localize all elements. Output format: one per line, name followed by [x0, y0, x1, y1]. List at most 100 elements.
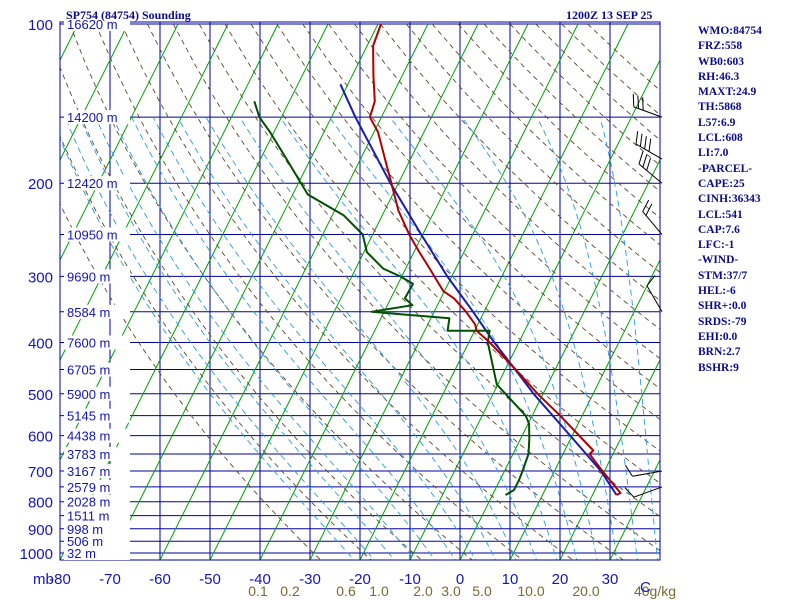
height-label-bg — [64, 408, 130, 423]
temperature-tick-label: 30 — [602, 571, 619, 588]
moist-adiabat-line — [328, 116, 578, 560]
isotherm-line — [559, 358, 660, 560]
dry-adiabat-line — [198, 23, 660, 517]
height-label: 998 m — [67, 522, 103, 537]
moist-adiabat-line — [239, 116, 537, 560]
height-label: 7600 m — [67, 335, 110, 350]
height-label-bg — [64, 521, 130, 536]
index-line: WB0:603 — [698, 55, 744, 68]
moist-adiabat-line — [112, 117, 436, 560]
height-label-bg — [64, 508, 130, 523]
mixing-ratio-label: 0.1 — [248, 583, 268, 599]
mixing-ratio-label: 2.0 — [413, 583, 433, 599]
moist-adiabat-line — [131, 116, 456, 560]
isotherm-line — [60, 23, 229, 362]
wind-barb-staff — [632, 470, 663, 477]
height-label: 2579 m — [67, 480, 110, 495]
temperature-tick-label: 10 — [502, 571, 519, 588]
wind-barb-flag — [642, 199, 650, 212]
temperature-tick-label: -80 — [49, 571, 71, 588]
wind-barb-flag — [624, 487, 635, 498]
moist-adiabat-line — [79, 117, 396, 560]
wind-barb-flag — [635, 131, 639, 145]
temperature-tick-label: -60 — [149, 571, 171, 588]
wind-barb-flag — [642, 154, 648, 168]
temperature-tick-label: -50 — [199, 571, 221, 588]
height-label-bg — [64, 17, 130, 31]
index-line: SRDS:-79 — [698, 315, 747, 328]
moist-adiabat-line — [536, 116, 638, 560]
dry-adiabat-line — [302, 23, 660, 390]
height-label-bg — [64, 546, 130, 560]
moist-adiabat-line — [95, 117, 416, 560]
wind-barb-staff — [633, 486, 663, 498]
height-label-bg — [64, 447, 130, 462]
mixing-ratio-label: 3.0 — [441, 583, 461, 599]
wind-barbs — [624, 93, 663, 498]
wind-barb — [642, 199, 663, 235]
mixing-ratio-label: 0.2 — [280, 583, 300, 599]
index-line: CAP:7.6 — [698, 223, 740, 236]
isotherm-line — [509, 258, 660, 560]
isotherm-line — [109, 23, 379, 560]
moist-adiabat-line — [177, 116, 497, 560]
dry-adiabat-line — [224, 23, 660, 484]
pressure-tick-label: 500 — [28, 387, 53, 404]
mixing-ratio-label: 40g/kg — [634, 583, 676, 599]
isotherm-line — [159, 23, 429, 560]
wind-barb — [638, 151, 663, 184]
pressure-unit-label: mb — [33, 571, 54, 588]
wind-barb-flag — [625, 465, 633, 477]
height-label-bg — [64, 335, 130, 350]
indices-panel: WMO:84754 FRZ:558 WB0:603 RH:46.3 MAXT:24.9 T… — [698, 24, 798, 376]
isotherm-line — [60, 23, 279, 462]
moist-adiabat-line — [279, 116, 558, 560]
moist-adiabat-line — [461, 116, 618, 560]
isotherm-line — [309, 23, 579, 560]
height-label: 32 m — [67, 546, 96, 561]
sounding-timestamp: 1200Z 13 SEP 25 — [566, 8, 653, 22]
wind-barb — [632, 93, 663, 118]
temperature-tick-label: -20 — [349, 571, 371, 588]
height-label-bg — [64, 494, 130, 509]
height-label-bg — [64, 479, 130, 494]
height-label: 9690 m — [67, 269, 110, 284]
moist-adiabat-line — [60, 137, 355, 560]
wind-barb-flag — [645, 203, 653, 216]
isotherm-line — [0, 24, 28, 564]
index-line: HEL:-6 — [698, 285, 736, 298]
index-line: LFC:-1 — [698, 239, 735, 252]
height-label: 10950 m — [67, 228, 118, 243]
sounding-title: SP754 (84754) Sounding — [66, 8, 191, 22]
mixing-ratio-label: 0.6 — [336, 583, 356, 599]
index-line: STM:37/7 — [698, 269, 748, 282]
height-label-bg — [64, 362, 130, 377]
pressure-tick-label: 300 — [28, 269, 53, 286]
wind-barb-flag — [648, 138, 652, 152]
height-label-bg — [64, 428, 130, 443]
height-label: 1511 m — [67, 509, 109, 524]
temperature-unit-label: C — [640, 579, 651, 596]
moist-adiabat-line — [389, 116, 598, 560]
wind-barb-flag — [638, 151, 644, 165]
height-label-bg — [64, 269, 130, 284]
height-label-bg — [64, 464, 130, 479]
dry-adiabat-line — [250, 23, 660, 452]
moist-adiabat-line — [205, 116, 517, 560]
pressure-tick-label: 400 — [28, 335, 53, 352]
height-label: 506 m — [67, 534, 103, 549]
pressure-tick-label: 700 — [28, 464, 53, 481]
isotherm-line — [359, 23, 629, 560]
mixing-ratio-label: 1.0 — [369, 583, 389, 599]
pressure-tick-label: 100 — [28, 17, 53, 34]
dry-adiabat-line — [69, 23, 473, 560]
moist-adiabat-line — [599, 117, 658, 560]
wind-barb-staff — [638, 163, 663, 184]
height-label-bg — [64, 176, 130, 191]
mixing-ratio-label: 5.0 — [472, 583, 492, 599]
wind-barb-flag — [632, 93, 635, 107]
wind-barb-flag — [637, 95, 640, 109]
height-label: 3167 m — [67, 464, 110, 479]
index-line: LCL:608 — [698, 132, 743, 145]
